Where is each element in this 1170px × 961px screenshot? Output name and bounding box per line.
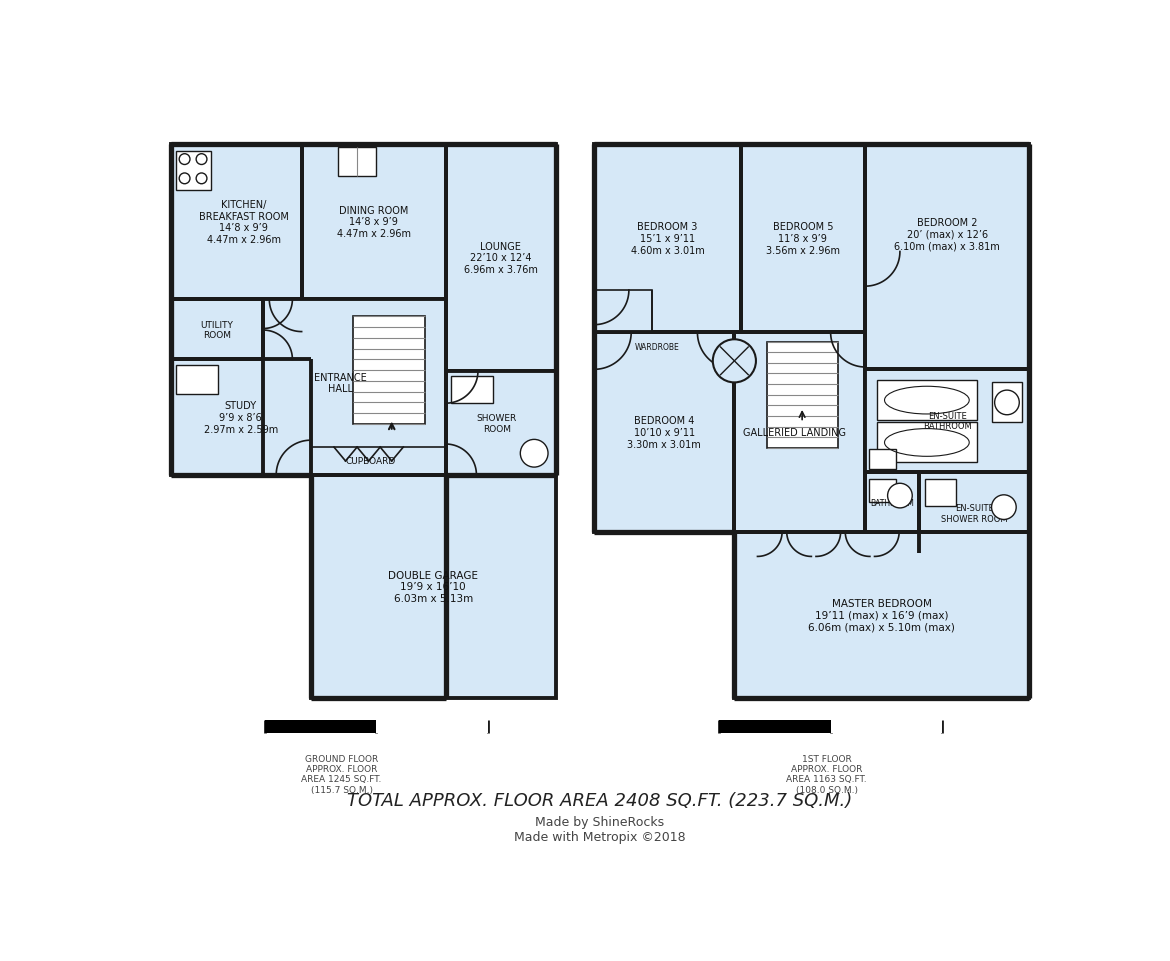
Bar	[171, 144, 302, 300]
Bar	[735, 532, 1030, 699]
Bar	[925, 480, 956, 506]
Text: DOUBLE GARAGE
19’9 x 16’10
6.03m x 5.13m: DOUBLE GARAGE 19’9 x 16’10 6.03m x 5.13m	[388, 570, 479, 604]
Bar	[171, 360, 311, 476]
Text: Made with Metropix ©2018: Made with Metropix ©2018	[514, 830, 686, 844]
Circle shape	[888, 483, 913, 508]
Circle shape	[994, 391, 1019, 415]
Text: SHOWER
ROOM: SHOWER ROOM	[476, 413, 517, 433]
Text: GROUND FLOOR
APPROX. FLOOR
AREA 1245 SQ.FT.
(115.7 SQ.M.): GROUND FLOOR APPROX. FLOOR AREA 1245 SQ.…	[302, 753, 381, 794]
Text: CUPBOARD: CUPBOARD	[346, 457, 397, 466]
Bar	[920, 473, 1030, 554]
Bar	[869, 480, 896, 503]
Text: BEDROOM 2
20’ (max) x 12’6
6.10m (max) x 3.81m: BEDROOM 2 20’ (max) x 12’6 6.10m (max) x…	[894, 218, 1000, 251]
Bar	[735, 333, 866, 532]
Bar	[594, 333, 735, 532]
Text: EN-SUITE
BATHROOM: EN-SUITE BATHROOM	[923, 411, 971, 431]
Text: ENTRANCE
HALL: ENTRANCE HALL	[314, 372, 366, 394]
Bar	[263, 300, 446, 476]
Bar	[720, 721, 831, 733]
Bar	[866, 369, 1030, 473]
Bar	[876, 423, 977, 463]
Bar	[177, 365, 219, 395]
Text: BATHROOM: BATHROOM	[870, 498, 914, 507]
Text: TOTAL APPROX. FLOOR AREA 2408 SQ.FT. (223.7 SQ.M.): TOTAL APPROX. FLOOR AREA 2408 SQ.FT. (22…	[347, 791, 852, 809]
Circle shape	[521, 440, 548, 468]
Circle shape	[713, 340, 756, 383]
Bar	[831, 721, 942, 733]
Bar	[338, 148, 377, 177]
Bar	[866, 473, 920, 532]
Circle shape	[991, 495, 1017, 520]
Text: DINING ROOM
14’8 x 9’9
4.47m x 2.96m: DINING ROOM 14’8 x 9’9 4.47m x 2.96m	[337, 206, 411, 239]
Bar	[377, 721, 488, 733]
Bar	[876, 381, 977, 421]
Text: LOUNGE
22’10 x 12’4
6.96m x 3.76m: LOUNGE 22’10 x 12’4 6.96m x 3.76m	[463, 241, 538, 275]
Bar	[741, 144, 866, 333]
Text: 1ST FLOOR
APPROX. FLOOR
AREA 1163 SQ.FT.
(108.0 SQ.M.): 1ST FLOOR APPROX. FLOOR AREA 1163 SQ.FT.…	[786, 753, 867, 794]
Bar	[446, 144, 556, 372]
Bar	[353, 317, 425, 425]
Text: GALLERIED LANDING: GALLERIED LANDING	[743, 428, 846, 437]
Bar	[594, 144, 741, 333]
Bar	[992, 383, 1021, 423]
Text: WARDROBE: WARDROBE	[635, 342, 680, 352]
Text: Made by ShineRocks: Made by ShineRocks	[535, 815, 665, 828]
Text: BEDROOM 5
11’8 x 9’9
3.56m x 2.96m: BEDROOM 5 11’8 x 9’9 3.56m x 2.96m	[766, 222, 840, 256]
Text: BEDROOM 3
15’1 x 9’11
4.60m x 3.01m: BEDROOM 3 15’1 x 9’11 4.60m x 3.01m	[631, 222, 704, 256]
Text: UTILITY
ROOM: UTILITY ROOM	[200, 320, 233, 339]
Bar	[171, 300, 263, 360]
Bar	[594, 290, 652, 333]
Bar	[446, 372, 556, 476]
Bar	[866, 144, 1030, 369]
Text: MASTER BEDROOM
19’11 (max) x 16’9 (max)
6.06m (max) x 5.10m (max): MASTER BEDROOM 19’11 (max) x 16’9 (max) …	[808, 599, 955, 632]
Bar	[766, 342, 839, 449]
Bar	[869, 450, 896, 469]
Bar	[264, 721, 377, 733]
Bar	[302, 144, 446, 300]
Text: STUDY
9’9 x 8’6
2.97m x 2.59m: STUDY 9’9 x 8’6 2.97m x 2.59m	[204, 401, 278, 434]
Text: BEDROOM 4
10’10 x 9’11
3.30m x 3.01m: BEDROOM 4 10’10 x 9’11 3.30m x 3.01m	[627, 416, 701, 449]
Bar	[450, 377, 494, 404]
Text: KITCHEN/
BREAKFAST ROOM
14’8 x 9’9
4.47m x 2.96m: KITCHEN/ BREAKFAST ROOM 14’8 x 9’9 4.47m…	[199, 200, 289, 245]
Text: EN-SUITE
SHOWER ROOM: EN-SUITE SHOWER ROOM	[941, 504, 1007, 523]
Bar	[311, 476, 556, 699]
Bar	[177, 152, 211, 190]
